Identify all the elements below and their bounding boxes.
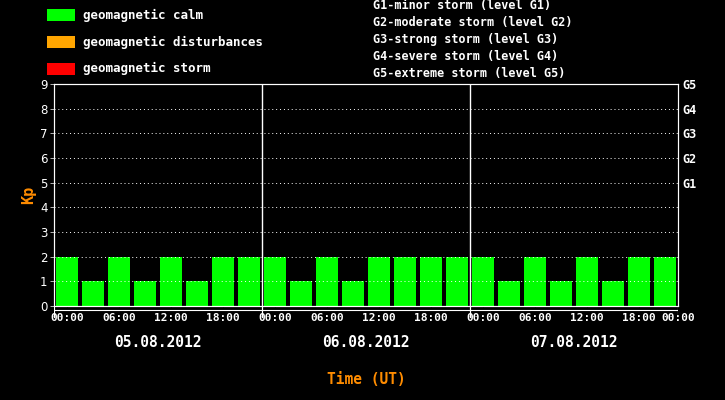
Bar [160, 257, 182, 306]
Text: G3-strong storm (level G3): G3-strong storm (level G3) [373, 33, 559, 46]
Bar [57, 257, 78, 306]
Bar [446, 257, 468, 306]
Bar [602, 281, 624, 306]
Bar [186, 281, 208, 306]
Text: geomagnetic storm: geomagnetic storm [83, 62, 211, 76]
Text: G5-extreme storm (level G5): G5-extreme storm (level G5) [373, 66, 566, 80]
Bar [316, 257, 338, 306]
Text: geomagnetic disturbances: geomagnetic disturbances [83, 36, 263, 48]
Bar [498, 281, 520, 306]
Bar [342, 281, 364, 306]
Bar [654, 257, 676, 306]
Bar [239, 257, 260, 306]
Text: Time (UT): Time (UT) [327, 372, 405, 386]
Bar [472, 257, 494, 306]
Text: G1-minor storm (level G1): G1-minor storm (level G1) [373, 0, 552, 12]
Bar [290, 281, 312, 306]
Bar [134, 281, 157, 306]
Bar [524, 257, 546, 306]
Bar [264, 257, 286, 306]
Text: 06.08.2012: 06.08.2012 [323, 335, 410, 350]
Text: geomagnetic calm: geomagnetic calm [83, 8, 204, 22]
Bar [47, 36, 75, 48]
Bar [47, 9, 75, 21]
Bar [83, 281, 104, 306]
Bar [550, 281, 572, 306]
Y-axis label: Kp: Kp [21, 186, 36, 204]
Bar [394, 257, 416, 306]
Bar [108, 257, 130, 306]
Bar [628, 257, 650, 306]
Bar [368, 257, 390, 306]
Bar [212, 257, 234, 306]
Text: G4-severe storm (level G4): G4-severe storm (level G4) [373, 50, 559, 63]
Text: G2-moderate storm (level G2): G2-moderate storm (level G2) [373, 16, 573, 29]
Text: 07.08.2012: 07.08.2012 [530, 335, 618, 350]
Bar [420, 257, 442, 306]
Bar [576, 257, 598, 306]
Text: 05.08.2012: 05.08.2012 [115, 335, 202, 350]
Bar [47, 63, 75, 75]
